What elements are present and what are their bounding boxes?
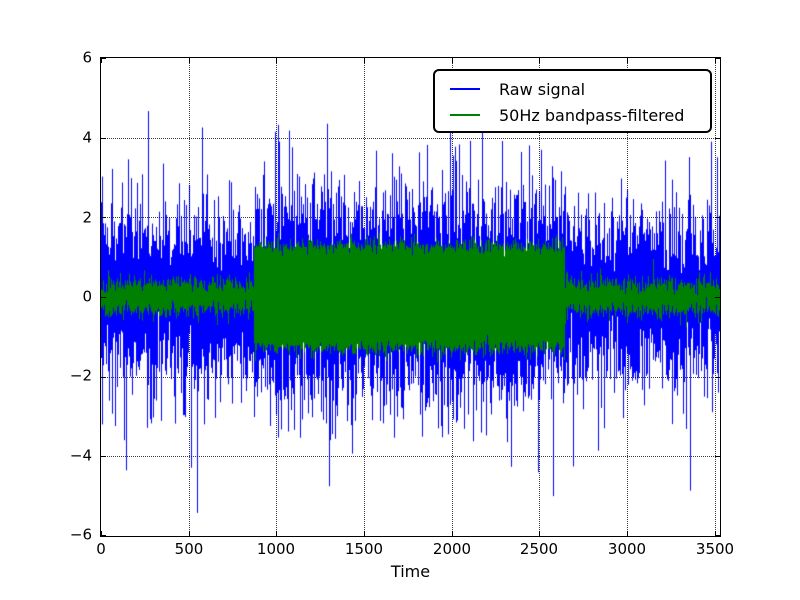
axis-tickmark — [715, 535, 720, 536]
axis-tickmark — [715, 456, 720, 457]
legend-entry-filtered: 50Hz bandpass-filtered — [435, 102, 710, 128]
x-axis-tick-label: 2000 — [432, 540, 472, 558]
y-axis-tick-label: −4 — [69, 446, 92, 465]
axis-tickmark — [101, 217, 106, 218]
axis-tickmark — [715, 377, 720, 378]
axis-tickmark — [452, 531, 453, 536]
axis-tickmark — [452, 58, 453, 63]
axis-tickmark — [101, 456, 106, 457]
y-axis-tick-label: 6 — [82, 48, 92, 67]
x-axis-tick-label: 500 — [174, 540, 204, 558]
axis-tickmark — [276, 58, 277, 63]
x-axis-tick-label: 1000 — [256, 540, 296, 558]
x-axis-tick-label: 1500 — [344, 540, 384, 558]
axis-tickmark — [101, 297, 106, 298]
axis-tickmark — [101, 138, 106, 139]
x-axis-tick-label: 2500 — [519, 540, 559, 558]
signal-canvas — [101, 58, 720, 536]
y-axis-tick-label: 4 — [82, 128, 92, 147]
x-axis-tick-label: 3000 — [607, 540, 647, 558]
x-axis-label: Time — [390, 562, 431, 581]
y-axis-tick-label: 0 — [82, 287, 92, 306]
axis-tickmark — [539, 58, 540, 63]
axis-tickmark — [189, 531, 190, 536]
tick-layer — [101, 58, 720, 536]
legend-entry-raw-signal: Raw signal — [435, 76, 710, 102]
axis-tickmark — [715, 138, 720, 139]
axis-tickmark — [539, 531, 540, 536]
axis-tickmark — [101, 58, 102, 63]
axis-tickmark — [715, 217, 720, 218]
legend-label: Raw signal — [499, 79, 586, 99]
legend-line-sample-filtered — [450, 114, 480, 116]
axis-tickmark — [276, 531, 277, 536]
axis-tickmark — [627, 531, 628, 536]
legend-label: 50Hz bandpass-filtered — [499, 105, 685, 125]
y-axis-tick-label: −6 — [69, 525, 92, 544]
legend-line-sample-raw — [450, 88, 480, 90]
axis-tickmark — [715, 58, 716, 63]
plot-area — [100, 57, 721, 537]
y-axis-tick-label: −2 — [69, 366, 92, 385]
axis-tickmark — [715, 531, 716, 536]
y-axis-tick-label: 2 — [82, 208, 92, 227]
x-axis-tick-label: 3500 — [695, 540, 735, 558]
x-axis-tick-label: 0 — [96, 540, 106, 558]
legend: Raw signal 50Hz bandpass-filtered — [433, 69, 712, 133]
axis-tickmark — [101, 535, 106, 536]
axis-tickmark — [364, 531, 365, 536]
axis-tickmark — [627, 58, 628, 63]
axis-tickmark — [715, 58, 720, 59]
axis-tickmark — [364, 58, 365, 63]
axis-tickmark — [101, 58, 106, 59]
axis-tickmark — [189, 58, 190, 63]
axis-tickmark — [101, 377, 106, 378]
axis-tickmark — [101, 531, 102, 536]
axis-tickmark — [715, 297, 720, 298]
